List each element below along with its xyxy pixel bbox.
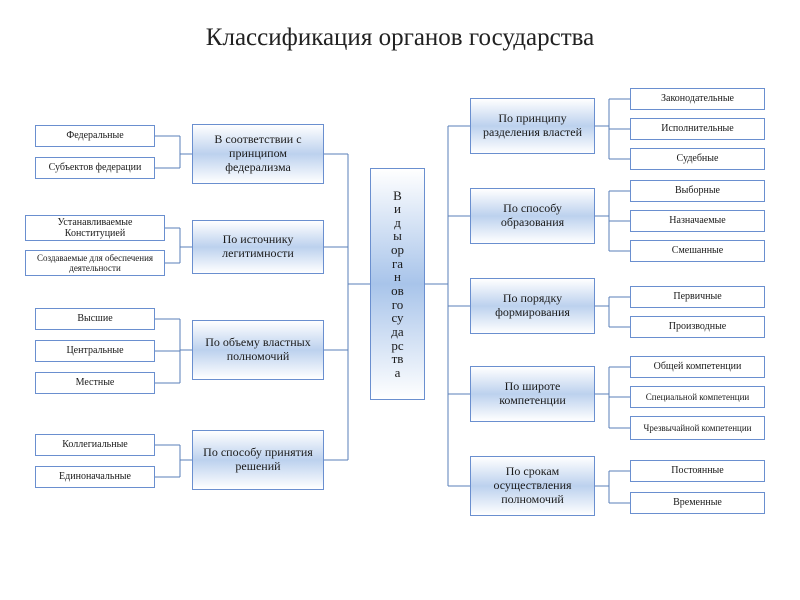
left-leaf-0-0-label: Федеральные xyxy=(66,130,123,142)
right-leaf-3-2-label: Чрезвычайной компетенции xyxy=(644,423,752,433)
right-leaf-0-1-label: Исполнительные xyxy=(661,123,733,135)
right-leaf-4-1: Временные xyxy=(630,492,765,514)
right-cat-3: По широте компетенции xyxy=(470,366,595,422)
right-leaf-4-0: Постоянные xyxy=(630,460,765,482)
left-leaf-2-0-label: Высшие xyxy=(77,313,112,325)
left-cat-1-label: По источнику легитимности xyxy=(197,233,319,261)
right-leaf-1-1: Назначаемые xyxy=(630,210,765,232)
left-leaf-1-0: Устанавливаемые Конституцией xyxy=(25,215,165,241)
left-cat-0: В соответствии с принципом федерализма xyxy=(192,124,324,184)
right-cat-2: По порядку формирования xyxy=(470,278,595,334)
left-leaf-0-1-label: Субъектов федерации xyxy=(49,162,142,174)
right-leaf-3-1-label: Специальной компетенции xyxy=(646,392,749,402)
right-cat-0-label: По принципу разделения властей xyxy=(475,112,590,140)
right-leaf-0-2-label: Судебные xyxy=(677,153,719,165)
right-leaf-0-0-label: Законодательные xyxy=(661,93,734,105)
right-leaf-2-1: Производные xyxy=(630,316,765,338)
diagram-stage: Классификация органов государства Виды о… xyxy=(0,0,800,600)
left-cat-3-label: По способу принятия решений xyxy=(197,446,319,474)
left-leaf-1-1-label: Создаваемые для обеспечения деятельности xyxy=(30,253,160,274)
left-leaf-0-1: Субъектов федерации xyxy=(35,157,155,179)
diagram-title: Классификация органов государства xyxy=(0,24,800,52)
right-leaf-1-1-label: Назначаемые xyxy=(669,215,725,227)
left-leaf-2-0: Высшие xyxy=(35,308,155,330)
left-cat-0-label: В соответствии с принципом федерализма xyxy=(197,133,319,174)
right-leaf-0-0: Законодательные xyxy=(630,88,765,110)
right-cat-1: По способу образования xyxy=(470,188,595,244)
right-leaf-3-0-label: Общей компетенции xyxy=(654,361,742,373)
left-leaf-3-1-label: Единоначальные xyxy=(59,471,131,483)
right-cat-1-label: По способу образования xyxy=(475,202,590,230)
right-leaf-0-1: Исполнительные xyxy=(630,118,765,140)
left-leaf-1-0-label: Устанавливаемые Конституцией xyxy=(30,217,160,240)
left-cat-2-label: По объему властных полномочий xyxy=(197,336,319,364)
right-cat-4-label: По срокам осуществления полномочий xyxy=(475,465,590,506)
right-leaf-2-0: Первичные xyxy=(630,286,765,308)
right-leaf-1-0: Выборные xyxy=(630,180,765,202)
right-leaf-1-2-label: Смешанные xyxy=(672,245,723,257)
right-cat-0: По принципу разделения властей xyxy=(470,98,595,154)
right-leaf-0-2: Судебные xyxy=(630,148,765,170)
right-cat-2-label: По порядку формирования xyxy=(475,292,590,320)
left-cat-1: По источнику легитимности xyxy=(192,220,324,274)
right-leaf-4-1-label: Временные xyxy=(673,497,722,509)
left-leaf-3-0: Коллегиальные xyxy=(35,434,155,456)
left-leaf-1-1: Создаваемые для обеспечения деятельности xyxy=(25,250,165,276)
left-leaf-3-1: Единоначальные xyxy=(35,466,155,488)
left-cat-3: По способу принятия решений xyxy=(192,430,324,490)
right-leaf-3-0: Общей компетенции xyxy=(630,356,765,378)
center-box-label: Виды органов государства xyxy=(391,189,404,380)
center-box: Виды органов государства xyxy=(370,168,425,400)
left-leaf-2-1: Центральные xyxy=(35,340,155,362)
left-cat-2: По объему властных полномочий xyxy=(192,320,324,380)
right-leaf-3-2: Чрезвычайной компетенции xyxy=(630,416,765,440)
right-leaf-2-1-label: Производные xyxy=(669,321,727,333)
right-leaf-3-1: Специальной компетенции xyxy=(630,386,765,408)
left-leaf-2-1-label: Центральные xyxy=(66,345,123,357)
right-cat-3-label: По широте компетенции xyxy=(475,380,590,408)
left-leaf-3-0-label: Коллегиальные xyxy=(62,439,128,451)
left-leaf-2-2-label: Местные xyxy=(76,377,115,389)
right-leaf-4-0-label: Постоянные xyxy=(671,465,723,477)
left-leaf-0-0: Федеральные xyxy=(35,125,155,147)
right-cat-4: По срокам осуществления полномочий xyxy=(470,456,595,516)
left-leaf-2-2: Местные xyxy=(35,372,155,394)
right-leaf-1-0-label: Выборные xyxy=(675,185,720,197)
right-leaf-2-0-label: Первичные xyxy=(673,291,721,303)
right-leaf-1-2: Смешанные xyxy=(630,240,765,262)
